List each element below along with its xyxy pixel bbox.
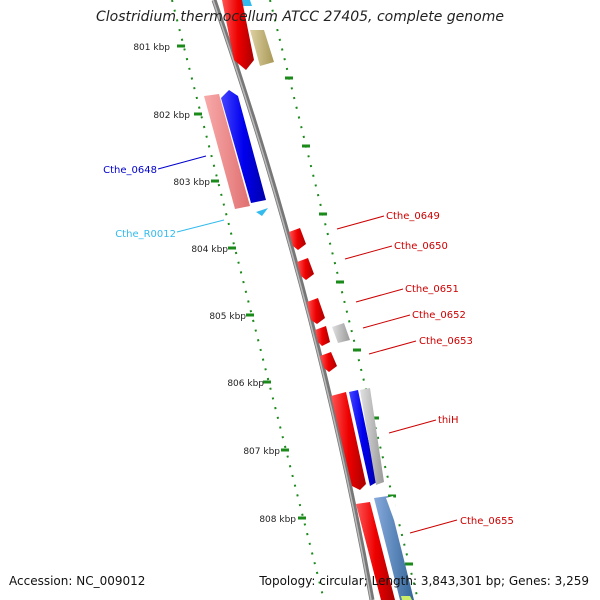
tick-label: 807 kbp [243,447,280,457]
feature-label-cthe-0652[interactable]: Cthe_0652 [412,310,466,321]
accession-info: Accession: NC_009012 [9,574,145,588]
accession-value: NC_009012 [76,574,146,588]
leader-line-cthe-0651 [355,288,404,303]
tick-label: 803 kbp [173,178,210,188]
reverse-strand-lane [201,90,369,600]
feature-label-cthe-0655[interactable]: Cthe_0655 [460,516,514,527]
gene-arrow-steel[interactable] [374,496,414,600]
gene-arrow-cthe-0652[interactable] [315,326,330,346]
feature-label-cthe-0653[interactable]: Cthe_0653 [419,336,473,347]
tick-label: 804 kbp [191,245,228,255]
genes-label: Genes: [508,574,551,588]
genome-summary: Topology: circular; Length: 3,843,301 bp… [259,574,589,588]
tick-label: 808 kbp [259,515,296,525]
gene-arrow-white-small[interactable] [386,496,400,520]
genome-backbone [211,0,375,600]
leader-line-cthe-0652 [362,314,411,329]
feature-label-cthe-0649[interactable]: Cthe_0649 [386,211,440,222]
feature-label-cthe-r0012[interactable]: Cthe_R0012 [115,229,176,240]
leader-line-cthe-r0012 [176,219,225,233]
length-value: 3,843,301 bp [420,574,501,588]
topology-value: circular [319,574,364,588]
leader-line-thih [388,419,437,434]
gene-arrow-cthe-0650[interactable] [297,258,314,280]
feature-label-thih[interactable]: thiH [438,415,459,426]
gene-arrow-cthe-0651[interactable] [307,298,325,324]
gene-arrow-olive[interactable] [250,30,274,66]
feature-label-cthe-0651[interactable]: Cthe_0651 [405,284,459,295]
gene-arrow-cthe-0653[interactable] [320,352,337,372]
leader-line-cthe-0650 [344,245,393,260]
gene-arrow-grey-thih[interactable] [360,388,384,485]
gene-arrow-cthe-0649[interactable] [289,228,306,250]
leader-line-cthe-0653 [368,340,417,355]
gene-arrow-grey-cthe-0652[interactable] [332,323,350,343]
gene-arrow-blue-thih[interactable] [349,390,377,486]
gene-arrow-thih[interactable] [331,392,366,490]
tick-marks [177,44,413,566]
genes-value: 3,259 [554,574,589,588]
feature-label-cthe-0648[interactable]: Cthe_0648 [103,165,157,176]
gene-arrow-blue-cthe-0648[interactable] [221,90,266,203]
tick-label: 801 kbp [133,43,170,53]
tick-label: 802 kbp [153,111,190,121]
gene-arrow-red-top[interactable] [222,0,254,70]
leader-line-cthe-0655 [409,519,458,534]
map-title: Clostridium thermocellum ATCC 27405, com… [96,9,504,25]
leader-line-cthe-0649 [336,215,385,230]
gene-arrow-green-tip[interactable] [401,596,412,600]
rna-arrow-cthe-r0012[interactable] [256,208,268,216]
gene-arrow-cthe-0655[interactable] [356,502,395,600]
topology-label: Topology: [259,574,316,588]
gene-arrow-pink[interactable] [204,94,250,209]
genome-backbone-highlight [212,0,372,600]
tick-label: 806 kbp [227,379,264,389]
length-label: Length: [371,574,418,588]
accession-label: Accession: [9,574,73,588]
feature-label-cthe-0650[interactable]: Cthe_0650 [394,241,448,252]
leader-line-cthe-0648 [157,155,207,170]
tick-label: 805 kbp [209,312,246,322]
